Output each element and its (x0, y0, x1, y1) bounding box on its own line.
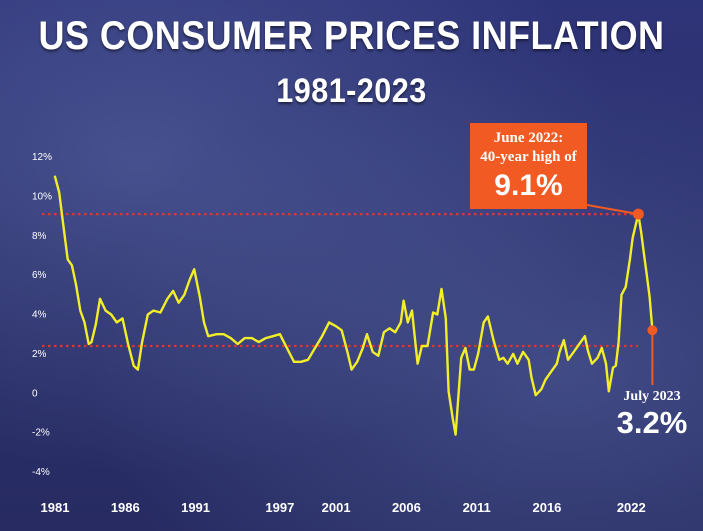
x-tick-label: 1991 (181, 500, 210, 515)
x-tick-label: 2016 (532, 500, 561, 515)
annotation-label: July 2023 (623, 389, 680, 404)
annotation-line1: June 2022: (494, 130, 564, 146)
annotation-value: 9.1% (494, 169, 562, 202)
y-tick-label: 0 (32, 388, 38, 399)
y-tick-label: -4% (32, 467, 50, 478)
annotations: June 2022: 40-year high of 9.1% July 20233.… (470, 123, 687, 440)
series-layer (53, 175, 654, 436)
y-tick-label: -2% (32, 428, 50, 439)
x-axis-ticks: 1981 1986 1991 1997 2001 2006 2011 2016 2022 (41, 500, 646, 515)
y-tick-label: 10% (32, 191, 52, 202)
y-tick-label: 8% (32, 231, 47, 242)
x-tick-label: 1986 (111, 500, 140, 515)
chart-title: US CONSUMER PRICES INFLATION (38, 14, 665, 58)
annotation-pointer (586, 204, 639, 216)
series-line (53, 175, 654, 436)
annotation-box (470, 123, 587, 209)
annotation-marker (632, 208, 644, 220)
x-tick-label: 2006 (392, 500, 421, 515)
x-tick-label: 2022 (617, 500, 646, 515)
y-tick-label: 12% (32, 152, 52, 163)
reference-lines (42, 212, 638, 348)
x-tick-label: 2011 (463, 500, 491, 515)
x-tick-label: 1981 (41, 500, 70, 515)
y-tick-label: 4% (32, 310, 47, 321)
x-tick-label: 2001 (322, 500, 351, 515)
x-tick-label: 1997 (265, 500, 294, 515)
y-tick-label: 6% (32, 270, 47, 281)
annotation-marker (647, 325, 658, 336)
y-axis-ticks: 12% 10% 8% 6% 4% 2% 0 -2% -4% (32, 152, 52, 478)
y-tick-label: 2% (32, 349, 47, 360)
annotation-value: 3.2% (617, 405, 688, 440)
annotation-markers (586, 204, 658, 385)
chart-subtitle: 1981-2023 (276, 72, 427, 110)
annotation-line2: 40-year high of (480, 149, 577, 165)
